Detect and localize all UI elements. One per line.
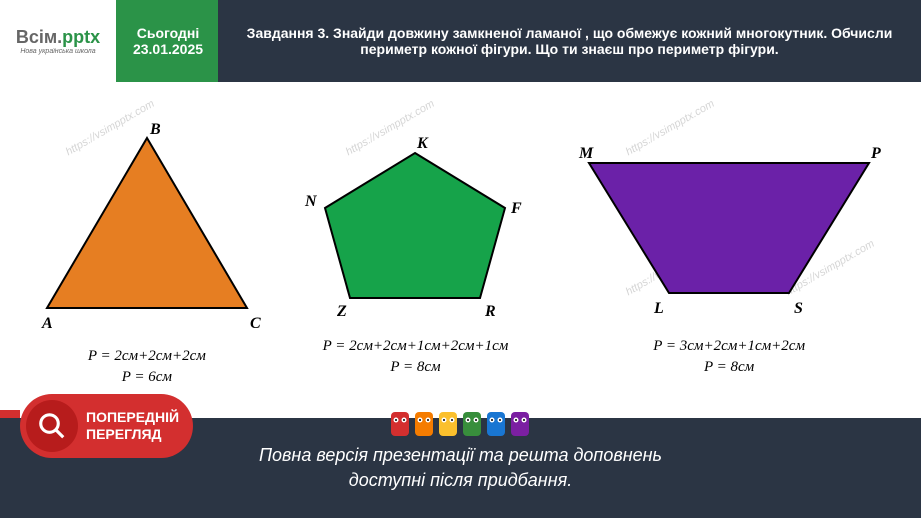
triangle-container: A B C P = 2см+2см+2см P = 6см	[32, 118, 262, 388]
header: Всім.pptx Нова українська школа Сьогодні…	[0, 0, 921, 82]
vertex-z: Z	[336, 303, 347, 320]
vertex-a: A	[41, 315, 53, 332]
trapezoid-polygon	[589, 163, 869, 293]
triangle-formula-line1: P = 2см+2см+2см	[88, 346, 206, 367]
logo-box: Всім.pptx Нова українська школа	[0, 0, 118, 82]
vertex-b: B	[149, 121, 161, 138]
task-text: Завдання 3. Знайди довжину замкненої лам…	[218, 0, 921, 82]
vertex-n: N	[304, 193, 318, 210]
date-value: 23.01.2025	[133, 41, 203, 57]
today-label: Сьогодні	[137, 25, 200, 41]
pentagon-formula-line1: P = 2см+2см+1см+2см+1см	[323, 336, 509, 357]
pentagon-formula: P = 2см+2см+1см+2см+1см P = 8см	[323, 336, 509, 378]
logo-text: Всім.pptx	[16, 27, 100, 48]
triangle-shape: A B C	[32, 118, 262, 338]
pencils-decoration	[381, 400, 541, 440]
pentagon-formula-line2: P = 8см	[323, 357, 509, 378]
vertex-f: F	[510, 200, 522, 217]
content-area: https://vsimpptx.com https://vsimpptx.co…	[0, 82, 921, 418]
pentagon-container: N K F R Z P = 2см+2см+1см+2см+1см P = 8с…	[285, 128, 545, 378]
vertex-m: M	[578, 145, 594, 162]
vertex-l: L	[653, 300, 664, 317]
date-box: Сьогодні 23.01.2025	[118, 0, 218, 82]
vertex-p: P	[870, 145, 881, 162]
logo-part1: Всім.	[16, 27, 62, 47]
trapezoid-formula: P = 3см+2см+1см+2см P = 8см	[653, 336, 805, 378]
footer-line1: Повна версія презентації та решта доповн…	[259, 443, 662, 468]
preview-badge[interactable]: ПОПЕРЕДНІЙ ПЕРЕГЛЯД	[20, 394, 193, 458]
triangle-formula: P = 2см+2см+2см P = 6см	[88, 346, 206, 388]
preview-line1: ПОПЕРЕДНІЙ	[86, 409, 179, 426]
vertex-c: C	[250, 315, 261, 332]
logo-subtitle: Нова українська школа	[20, 48, 95, 55]
footer-text: Повна версія презентації та решта доповн…	[259, 443, 662, 493]
pentagon-polygon	[325, 153, 505, 298]
trapezoid-container: M P S L P = 3см+2см+1см+2см P = 8см	[569, 128, 889, 378]
pentagon-shape: N K F R Z	[285, 128, 545, 328]
preview-line2: ПЕРЕГЛЯД	[86, 426, 179, 443]
trapezoid-formula-line2: P = 8см	[653, 357, 805, 378]
vertex-r: R	[484, 303, 496, 320]
footer-line2: доступні після придбання.	[259, 468, 662, 493]
vertex-k: K	[416, 135, 429, 152]
magnifier-icon	[26, 400, 78, 452]
triangle-formula-line2: P = 6см	[88, 367, 206, 388]
logo-part2: pptx	[62, 27, 100, 47]
trapezoid-shape: M P S L	[569, 128, 889, 328]
trapezoid-formula-line1: P = 3см+2см+1см+2см	[653, 336, 805, 357]
triangle-polygon	[47, 138, 247, 308]
preview-text: ПОПЕРЕДНІЙ ПЕРЕГЛЯД	[86, 409, 179, 443]
vertex-s: S	[794, 300, 803, 317]
